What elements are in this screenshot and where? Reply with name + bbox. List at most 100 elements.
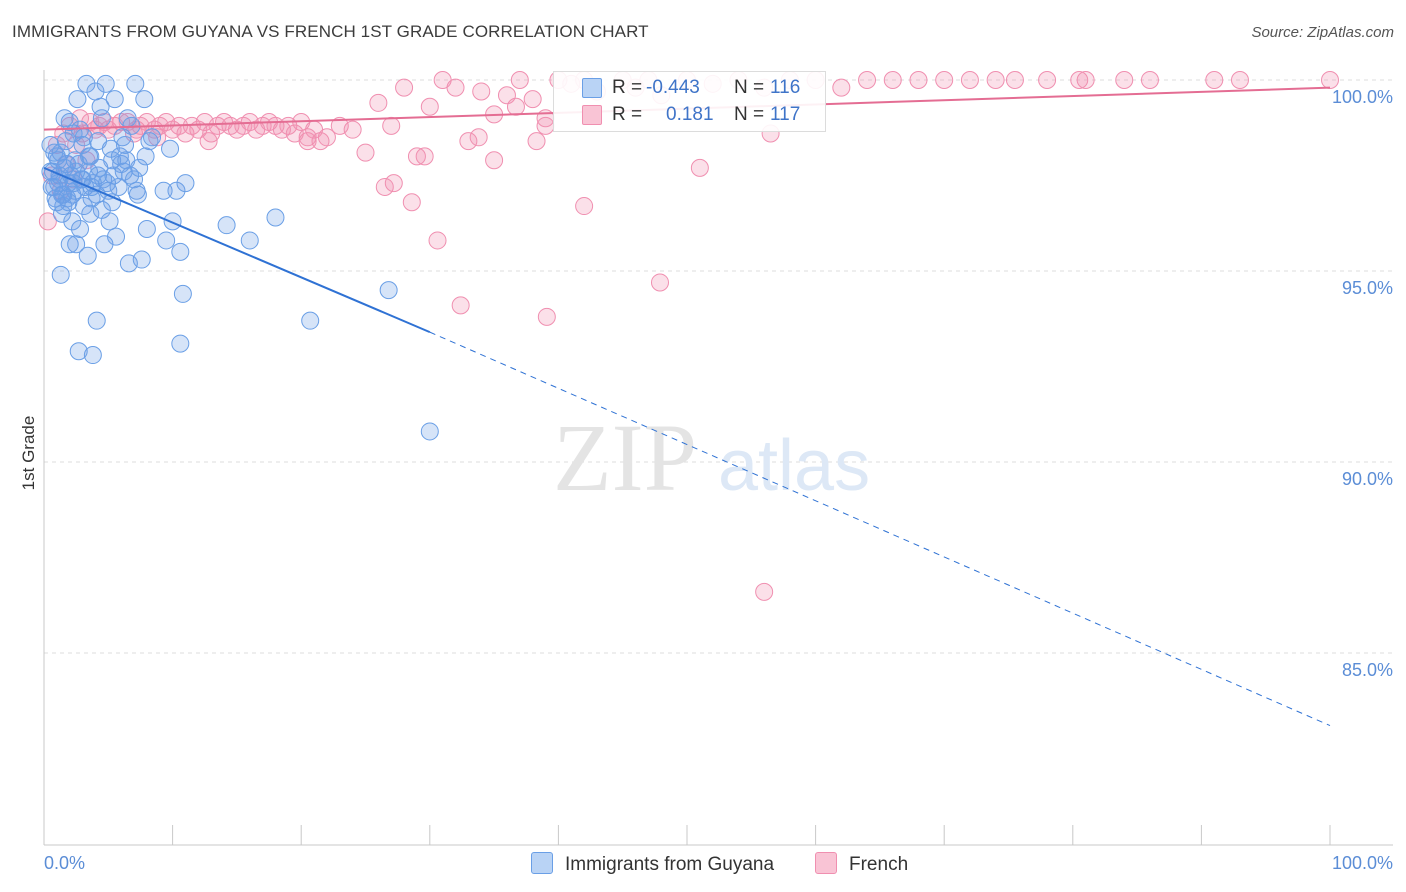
guyana-point (101, 139, 120, 158)
legend-label-guyana: Immigrants from Guyana (565, 854, 775, 875)
guyana-point (81, 204, 100, 223)
guyana-point (107, 227, 126, 246)
guyana-point (161, 139, 180, 158)
guyana-point (69, 342, 88, 361)
guyana-point (73, 170, 92, 189)
guyana-point (240, 231, 259, 250)
guyana-point (96, 74, 115, 93)
legend-row-french: R = 0.181 N = 117 (554, 102, 825, 128)
french-point (1038, 71, 1057, 89)
guyana-swatch (582, 78, 602, 98)
french-point (369, 93, 388, 112)
french-point (451, 296, 470, 315)
guyana-point (266, 208, 285, 227)
french-legend-swatch (815, 852, 837, 874)
french-point (986, 71, 1005, 89)
guyana-point (171, 334, 190, 353)
guyana-point (55, 109, 74, 128)
guyana-point (154, 181, 173, 200)
correlation-legend: R = -0.443 N = 116 R = 0.181 N = 117 (553, 71, 826, 132)
watermark-atlas: atlas (718, 426, 870, 506)
guyana-point (116, 135, 135, 154)
french-point (485, 151, 504, 170)
guyana-trend-extension (429, 331, 1331, 727)
guyana-point (45, 143, 64, 162)
r-value: -0.443 (646, 77, 700, 98)
y-tick-label: 100.0% (1332, 87, 1393, 107)
guyana-point (63, 212, 82, 231)
guyana-point (98, 174, 117, 193)
guyana-point (301, 311, 320, 330)
french-point (420, 97, 439, 116)
french-point (960, 71, 979, 89)
guyana-point (130, 158, 149, 177)
y-tick-label: 90.0% (1342, 469, 1393, 489)
guyana-point (100, 212, 119, 231)
n-value: 116 (770, 77, 801, 98)
french-point (343, 120, 362, 139)
guyana-point (132, 250, 151, 269)
guyana-point (78, 246, 97, 265)
guyana-point (82, 177, 101, 196)
legend-item-guyana: Immigrants from Guyana (531, 852, 774, 876)
french-point (1005, 71, 1024, 89)
french-point (935, 71, 954, 89)
guyana-point (77, 74, 96, 93)
french-point (356, 143, 375, 162)
guyana-point (173, 284, 192, 303)
r-label: R = (612, 104, 643, 125)
french-point (1205, 71, 1224, 89)
french-point (38, 212, 57, 231)
guyana-point (51, 265, 70, 284)
guyana-point (163, 212, 182, 231)
french-point (832, 78, 851, 97)
guyana-point (167, 181, 186, 200)
french-point (402, 193, 421, 212)
y-tick-label: 85.0% (1342, 660, 1393, 680)
french-point (909, 71, 928, 89)
french-point (1070, 71, 1089, 89)
n-label: N = (734, 77, 765, 98)
french-point (384, 174, 403, 193)
guyana-point (68, 90, 87, 109)
watermark-zip: ZIP (553, 404, 697, 511)
french-point (1076, 71, 1095, 89)
french-point (395, 78, 414, 97)
french-point (650, 273, 669, 292)
watermark: ZIP atlas (553, 404, 870, 511)
guyana-point (137, 219, 156, 238)
guyana-point (71, 219, 90, 238)
french-point (506, 97, 525, 116)
legend-row-guyana: R = -0.443 N = 116 (554, 75, 825, 101)
french-point (469, 128, 488, 147)
french-point (375, 177, 394, 196)
french-point (298, 132, 317, 151)
french-point (459, 132, 478, 151)
french-point (472, 82, 491, 101)
guyana-point (105, 90, 124, 109)
n-value: 117 (770, 104, 801, 125)
guyana-point (126, 74, 145, 93)
french-point (510, 71, 529, 89)
guyana-point (171, 242, 190, 261)
french-point (1230, 71, 1249, 89)
french-point (67, 135, 86, 154)
french-point (755, 582, 774, 601)
guyana-trend-line (43, 166, 431, 334)
guyana-point (89, 166, 108, 185)
r-value: 0.181 (666, 104, 714, 125)
x-tick-label-min: 0.0% (44, 853, 85, 873)
french-point (575, 197, 594, 216)
guyana-legend-swatch (531, 852, 553, 874)
guyana-point (67, 162, 86, 181)
french-point (317, 128, 336, 147)
guyana-point (59, 193, 78, 212)
guyana-point (157, 231, 176, 250)
french-point (382, 116, 401, 135)
french-point (537, 307, 556, 326)
guyana-point (121, 166, 140, 185)
french-point (527, 132, 546, 151)
guyana-point (87, 311, 106, 330)
french-point (407, 147, 426, 166)
